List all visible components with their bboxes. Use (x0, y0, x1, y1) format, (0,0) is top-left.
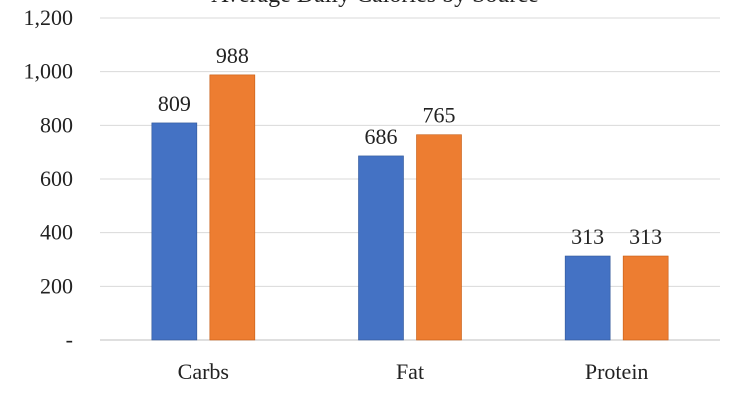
bar-fat-series-1 (358, 155, 404, 341)
y-tick-label: 400 (40, 220, 73, 245)
x-tick-label: Carbs (178, 359, 229, 384)
x-tick-label: Protein (585, 359, 649, 384)
x-axis: Carbs Fat Protein (178, 359, 649, 384)
bar-carbs-series-1 (151, 122, 198, 341)
chart-title: Average Daily Calories by Source (211, 0, 538, 8)
bars (151, 74, 669, 341)
gridlines (100, 17, 720, 341)
y-tick-label: 1,200 (24, 5, 74, 30)
x-tick-label: Fat (396, 359, 424, 384)
bar-fat-series-2 (416, 134, 462, 341)
data-label: 809 (158, 91, 191, 116)
y-axis: - 200 400 600 800 1,000 1,200 (24, 5, 74, 352)
y-tick-label: 200 (40, 273, 73, 298)
data-labels: 809 988 686 765 313 313 (158, 43, 662, 249)
y-tick-label: 600 (40, 166, 73, 191)
y-tick-label: 800 (40, 112, 73, 137)
bar-carbs-series-2 (209, 74, 256, 341)
data-label: 765 (423, 103, 456, 128)
bar-protein-series-1 (564, 255, 611, 341)
data-label: 988 (216, 43, 249, 68)
data-label: 313 (629, 224, 662, 249)
bar-protein-series-2 (622, 255, 669, 341)
data-label: 686 (365, 124, 398, 149)
y-tick-label: 1,000 (24, 59, 74, 84)
data-label: 313 (571, 224, 604, 249)
y-tick-label: - (66, 327, 73, 352)
